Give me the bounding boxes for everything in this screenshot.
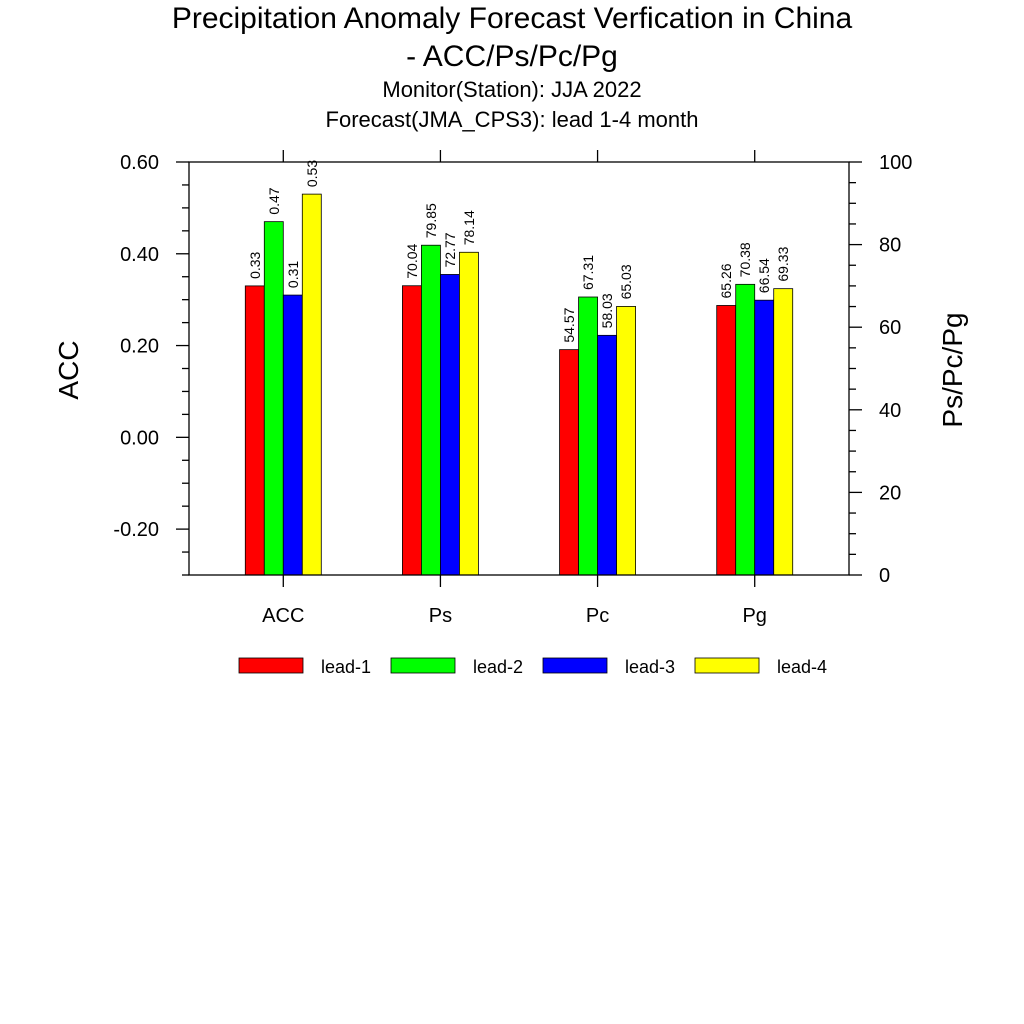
bar-lead-3-pc	[597, 334, 617, 576]
bar-lead-4-pc	[616, 306, 636, 576]
y-tick-label-left: -0.20	[113, 519, 159, 541]
y-tick-label-right: 80	[879, 235, 901, 257]
value-label-lead-4-acc: 0.53	[304, 160, 320, 187]
y-tick-label-left: 0.00	[120, 427, 159, 449]
chart-title: Precipitation Anomaly Forecast Verficati…	[171, 2, 853, 35]
bar-lead-1-acc	[244, 285, 265, 576]
value-label-lead-2-ps: 79.85	[423, 203, 439, 238]
bar-lead-3-ps	[440, 274, 460, 576]
x-tick-label-ps: Ps	[429, 605, 452, 627]
value-label-lead-2-pg: 70.38	[737, 242, 753, 277]
bar-lead-1-pc	[559, 349, 579, 576]
legend-swatch-lead-2	[390, 657, 456, 674]
value-label-lead-4-pg: 69.33	[775, 246, 791, 281]
bar-lead-1-ps	[402, 285, 422, 576]
value-label-lead-3-acc: 0.31	[285, 261, 301, 288]
bar-lead-2-pc	[578, 296, 598, 576]
x-tick-label-acc: ACC	[262, 605, 304, 627]
value-label-lead-3-ps: 72.77	[442, 232, 458, 267]
y-tick-label-right: 100	[879, 152, 912, 174]
bar-lead-4-ps	[459, 251, 479, 576]
legend: lead-1 lead-2 lead-3 lead-4	[238, 657, 827, 677]
y-tick-label-right: 60	[879, 317, 901, 339]
y-tick-label-right: 20	[879, 482, 901, 504]
chart-subtitle-2: Forecast(JMA_CPS3): lead 1-4 month	[325, 107, 699, 132]
bar-lead-4-acc	[301, 193, 322, 576]
value-label-lead-2-pc: 67.31	[580, 255, 596, 290]
value-label-lead-1-pg: 65.26	[718, 263, 734, 298]
value-label-lead-3-pc: 58.03	[599, 293, 615, 328]
legend-swatch-lead-3	[542, 657, 608, 674]
y-tick-label-right: 40	[879, 400, 901, 422]
value-label-lead-4-pc: 65.03	[618, 264, 634, 299]
bar-lead-2-ps	[421, 244, 441, 576]
bar-lead-3-pg	[754, 299, 775, 576]
value-label-lead-1-acc: 0.33	[247, 251, 263, 278]
y-axis-title-left: ACC	[53, 340, 84, 399]
bar-lead-4-pg	[773, 288, 794, 576]
x-tick-label-pc: Pc	[586, 605, 609, 627]
y-tick-label-left: 0.20	[120, 336, 159, 358]
chart-subtitle: Monitor(Station): JJA 2022	[382, 77, 642, 102]
y-axis-title-right: Ps/Pc/Pg	[937, 312, 968, 427]
legend-label-lead-2: lead-2	[473, 657, 523, 677]
legend-swatch-lead-4	[694, 657, 760, 674]
bar-lead-1-pg	[716, 305, 737, 576]
bar-lead-2-pg	[735, 283, 756, 576]
value-label-lead-3-pg: 66.54	[756, 258, 772, 293]
x-tick-label-pg: Pg	[742, 605, 766, 627]
bar-lead-2-acc	[263, 221, 284, 576]
value-label-lead-1-ps: 70.04	[404, 243, 420, 278]
legend-label-lead-4: lead-4	[777, 657, 827, 677]
chart-title-line2: - ACC/Ps/Pc/Pg	[406, 40, 618, 73]
ticks-layer: ACC Ps Pc Pg 0.60 0.40 0.20 0.00 -0.20 100 80 60 40 2…	[113, 150, 912, 627]
legend-label-lead-1: lead-1	[321, 657, 371, 677]
value-label-lead-2-acc: 0.47	[266, 187, 282, 214]
value-label-lead-1-pc: 54.57	[561, 307, 577, 342]
bar-lead-3-acc	[282, 294, 303, 576]
bars-layer	[244, 193, 794, 576]
legend-swatch-lead-1	[238, 657, 304, 674]
legend-label-lead-3: lead-3	[625, 657, 675, 677]
y-tick-label-right: 0	[879, 565, 890, 587]
y-tick-label-left: 0.40	[120, 244, 159, 266]
y-tick-label-left: 0.60	[120, 152, 159, 174]
value-label-lead-4-ps: 78.14	[461, 210, 477, 245]
